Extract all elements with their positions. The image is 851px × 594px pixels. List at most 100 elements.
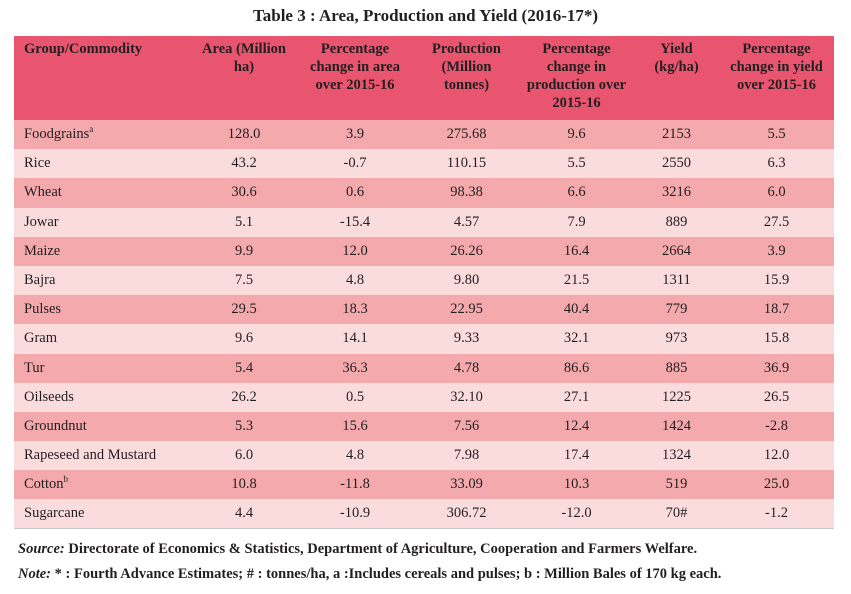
cell-area: 9.9	[234, 242, 254, 259]
data-table: Group/Commodity Area (Million ha) Percen…	[14, 36, 834, 529]
cell-prod-chg: 12.4	[563, 417, 590, 434]
commodity-name: Tur	[14, 354, 192, 383]
commodity-label: Pulses	[24, 301, 62, 318]
cell-area: 4.4	[234, 505, 254, 522]
cell-yield: 1311	[662, 272, 691, 289]
commodity-label: Wheat	[24, 184, 62, 201]
cell-yield-chg: -1.2	[765, 505, 788, 522]
table-row: Oilseeds 26.2 0.5 32.10 27.1 1225 26.5	[14, 382, 834, 412]
table-row: Pulses 29.5 18.3 22.95 40.4 779 18.7	[14, 295, 834, 325]
cell-area: 10.8	[231, 476, 257, 493]
cell-yield-chg: 15.8	[763, 330, 790, 347]
cell-area: 9.6	[234, 330, 254, 347]
commodity-name: Rice	[14, 149, 192, 178]
cell-prod-chg: 9.6	[567, 126, 586, 143]
note-line: Note: * : Fourth Advance Estimates; # : …	[18, 566, 838, 583]
cell-area-chg: 3.9	[345, 126, 365, 143]
cell-prod-chg: 32.1	[563, 330, 590, 347]
commodity-name: Foodgrainsa	[14, 120, 192, 149]
cell-yield-chg: -2.8	[765, 417, 788, 434]
cell-area-chg: -10.9	[339, 505, 371, 522]
cell-prod-chg: 40.4	[563, 301, 590, 318]
table-row: Bajra 7.5 4.8 9.80 21.5 1311 15.9	[14, 265, 834, 296]
cell-prod: 7.98	[453, 447, 480, 464]
cell-yield: 1324	[662, 447, 691, 464]
cell-area: 7.5	[234, 272, 254, 289]
source-line: Source: Directorate of Economics & Stati…	[18, 541, 838, 558]
cell-area: 5.4	[234, 359, 254, 376]
cell-prod-chg: 16.4	[563, 242, 590, 259]
cell-yield: 2153	[662, 126, 691, 143]
cell-yield: 889	[665, 213, 688, 230]
cell-area: 5.1	[234, 213, 254, 230]
commodity-name: Bajra	[14, 266, 192, 295]
cell-prod: 98.38	[450, 184, 483, 201]
column-header: Percentage change in area over 2015-16	[310, 41, 400, 93]
cell-yield-chg: 6.3	[767, 155, 786, 172]
footnote-marker: a	[89, 124, 94, 135]
cell-area: 29.5	[231, 301, 257, 318]
cell-prod: 110.15	[446, 155, 487, 172]
cell-yield-chg: 5.5	[767, 126, 786, 143]
commodity-label: Rapeseed and Mustard	[24, 447, 157, 464]
cell-prod: 33.09	[450, 476, 483, 493]
cell-yield: 70#	[665, 505, 688, 522]
commodity-name: Gram	[14, 324, 192, 353]
cell-yield-chg: 6.0	[767, 184, 786, 201]
cell-prod-chg: 10.3	[563, 476, 590, 493]
header-row: Group/Commodity Area (Million ha) Percen…	[14, 36, 834, 120]
cell-yield: 885	[665, 359, 688, 376]
cell-yield-chg: 26.5	[763, 388, 790, 405]
commodity-label: Bajra	[24, 272, 56, 289]
commodity-name: Wheat	[14, 178, 192, 207]
cell-prod-chg: 86.6	[563, 359, 590, 376]
table-row: Jowar 5.1 -15.4 4.57 7.9 889 27.5	[14, 207, 834, 237]
cell-yield: 1424	[662, 417, 691, 434]
cell-prod-chg: 17.4	[563, 447, 590, 464]
table-row: Groundnut 5.3 15.6 7.56 12.4 1424 -2.8	[14, 411, 834, 442]
commodity-name: Cottonb	[14, 470, 192, 499]
cell-yield: 519	[665, 476, 688, 493]
cell-area: 5.3	[234, 417, 254, 434]
cell-area-chg: 4.8	[345, 447, 365, 464]
commodity-label: Foodgrains	[24, 126, 90, 143]
cell-prod-chg: 21.5	[563, 272, 590, 289]
cell-area-chg: 18.3	[342, 301, 368, 318]
cell-prod-chg: 5.5	[567, 155, 586, 172]
cell-area-chg: -11.8	[340, 476, 370, 493]
commodity-label: Cotton	[24, 476, 64, 493]
commodity-label: Oilseeds	[24, 388, 74, 405]
column-header: Yield (kg/ha)	[654, 41, 699, 75]
cell-yield-chg: 25.0	[763, 476, 790, 493]
commodity-label: Groundnut	[24, 417, 87, 434]
column-header: Group/Commodity	[24, 41, 143, 57]
source-label: Source:	[18, 541, 65, 557]
cell-yield-chg: 3.9	[767, 242, 786, 259]
cell-area: 43.2	[231, 155, 257, 172]
cell-prod: 26.26	[450, 242, 483, 259]
column-header: Percentage change in production over 201…	[526, 41, 627, 111]
cell-yield-chg: 15.9	[763, 272, 790, 289]
cell-yield-chg: 36.9	[763, 359, 790, 376]
commodity-name: Sugarcane	[14, 499, 192, 528]
table-row: Cottonb 10.8 -11.8 33.09 10.3 519 25.0	[14, 470, 834, 500]
cell-prod: 7.56	[453, 417, 480, 434]
cell-area-chg: 15.6	[342, 417, 368, 434]
commodity-name: Pulses	[14, 295, 192, 324]
table-row: Foodgrainsa 128.0 3.9 275.68 9.6 2153 5.5	[14, 120, 834, 150]
cell-area-chg: 12.0	[342, 242, 368, 259]
commodity-name: Rapeseed and Mustard	[14, 441, 192, 470]
cell-yield: 973	[665, 330, 688, 347]
cell-yield: 2550	[662, 155, 691, 172]
commodity-label: Gram	[24, 330, 58, 347]
cell-prod-chg: -12.0	[561, 505, 592, 522]
table-title: Table 3 : Area, Production and Yield (20…	[252, 6, 599, 25]
commodity-label: Sugarcane	[24, 505, 85, 522]
cell-area: 6.0	[234, 447, 254, 464]
commodity-name: Groundnut	[14, 412, 192, 441]
table-row: Tur 5.4 36.3 4.78 86.6 885 36.9	[14, 353, 834, 383]
cell-area: 30.6	[231, 184, 257, 201]
cell-yield-chg: 12.0	[763, 447, 790, 464]
cell-area: 128.0	[227, 126, 261, 143]
cell-area-chg: 14.1	[342, 330, 368, 347]
